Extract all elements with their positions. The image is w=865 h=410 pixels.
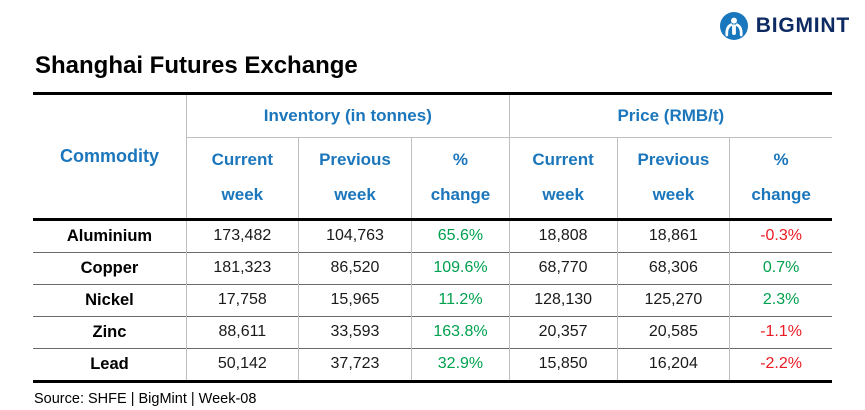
- price-previous-cell: 18,861: [616, 219, 730, 253]
- header-line: week: [221, 184, 264, 204]
- header-line: week: [542, 184, 584, 204]
- inventory-previous-cell: 104,763: [297, 219, 412, 253]
- futures-table: Commodity Inventory (in tonnes) Price (R…: [33, 92, 832, 383]
- header-line: %: [773, 150, 789, 169]
- inventory-previous-week-header: Previous week: [297, 137, 412, 221]
- inventory-current-cell: 17,758: [185, 283, 299, 317]
- commodity-cell: Aluminium: [66, 226, 153, 245]
- commodity-cell: Zinc: [33, 315, 187, 349]
- price-previous-cell: 20,585: [616, 315, 730, 349]
- commodity-cell: Lead: [33, 347, 187, 382]
- header-line: week: [652, 184, 695, 204]
- top-bar: BIGMINT: [33, 10, 850, 42]
- inventory-change-cell: 109.6%: [411, 251, 510, 285]
- header-line: week: [334, 184, 376, 204]
- commodity-cell: Copper: [33, 251, 187, 285]
- inventory-previous-cell: 86,520: [297, 251, 412, 285]
- table-row: Lead 50,142 37,723 32.9% 15,850 16,204 -…: [33, 347, 832, 382]
- table-row: Nickel 17,758 15,965 11.2% 128,130 125,2…: [33, 283, 832, 317]
- price-current-cell: 15,850: [508, 347, 618, 382]
- inventory-current-cell: 50,142: [185, 347, 299, 382]
- inventory-pct-change-header: % change: [411, 137, 510, 221]
- header-line: Previous: [637, 150, 710, 169]
- table-row: Copper 181,323 86,520 109.6% 68,770 68,3…: [33, 251, 832, 285]
- commodity-header: Commodity: [33, 93, 187, 221]
- price-change-cell: -2.2%: [729, 347, 832, 382]
- price-pct-change-header: % change: [729, 137, 832, 221]
- inventory-change-cell: 163.8%: [411, 315, 510, 349]
- inventory-current-cell: 181,323: [185, 251, 299, 285]
- inventory-group-header: Inventory (in tonnes): [185, 93, 510, 138]
- price-current-week-header: Current week: [508, 137, 618, 221]
- price-change-cell: 0.7%: [729, 251, 832, 285]
- brand-logo: BIGMINT: [719, 11, 850, 41]
- page-title: Shanghai Futures Exchange: [35, 52, 358, 79]
- price-change-cell: -0.3%: [729, 219, 832, 253]
- inventory-current-cell: 88,611: [185, 315, 299, 349]
- price-current-cell: 128,130: [508, 283, 618, 317]
- price-current-cell: 68,770: [508, 251, 618, 285]
- price-change-cell: 2.3%: [729, 283, 832, 317]
- price-previous-cell: 125,270: [616, 283, 730, 317]
- inventory-previous-cell: 15,965: [297, 283, 412, 317]
- group-header-row: Commodity Inventory (in tonnes) Price (R…: [33, 93, 832, 221]
- brand-name: BIGMINT: [755, 14, 850, 37]
- sub-header-row: Current week Previous week % change Curr…: [33, 137, 832, 221]
- inventory-change-cell: 11.2%: [411, 283, 510, 317]
- commodity-cell: Nickel: [33, 283, 187, 317]
- table-row: Zinc 88,611 33,593 163.8% 20,357 20,585 …: [33, 315, 832, 349]
- header-line: change: [430, 184, 491, 204]
- price-current-cell: 20,357: [508, 315, 618, 349]
- bigmint-icon: [719, 12, 748, 40]
- price-change-cell: -1.1%: [729, 315, 832, 349]
- price-previous-week-header: Previous week: [616, 137, 730, 221]
- inventory-change-cell: 65.6%: [411, 219, 510, 253]
- inventory-previous-cell: 33,593: [297, 315, 412, 349]
- source-note: Source: SHFE | BigMint | Week-08: [34, 390, 257, 407]
- price-current-cell: 18,808: [508, 219, 618, 253]
- header-line: Current: [211, 150, 274, 169]
- header-line: Current: [532, 150, 594, 169]
- inventory-current-cell: 173,482: [185, 219, 299, 253]
- inventory-current-week-header: Current week: [185, 137, 299, 221]
- header-line: %: [452, 150, 469, 169]
- table-row: Aluminium 173,482 104,763 65.6% 18,808 1…: [33, 219, 832, 253]
- inventory-previous-cell: 37,723: [297, 347, 412, 382]
- header-line: Previous: [319, 150, 391, 169]
- price-previous-cell: 68,306: [616, 251, 730, 285]
- price-group-header: Price (RMB/t): [508, 93, 832, 138]
- header-line: change: [751, 184, 811, 204]
- inventory-change-cell: 32.9%: [411, 347, 510, 382]
- price-previous-cell: 16,204: [616, 347, 730, 382]
